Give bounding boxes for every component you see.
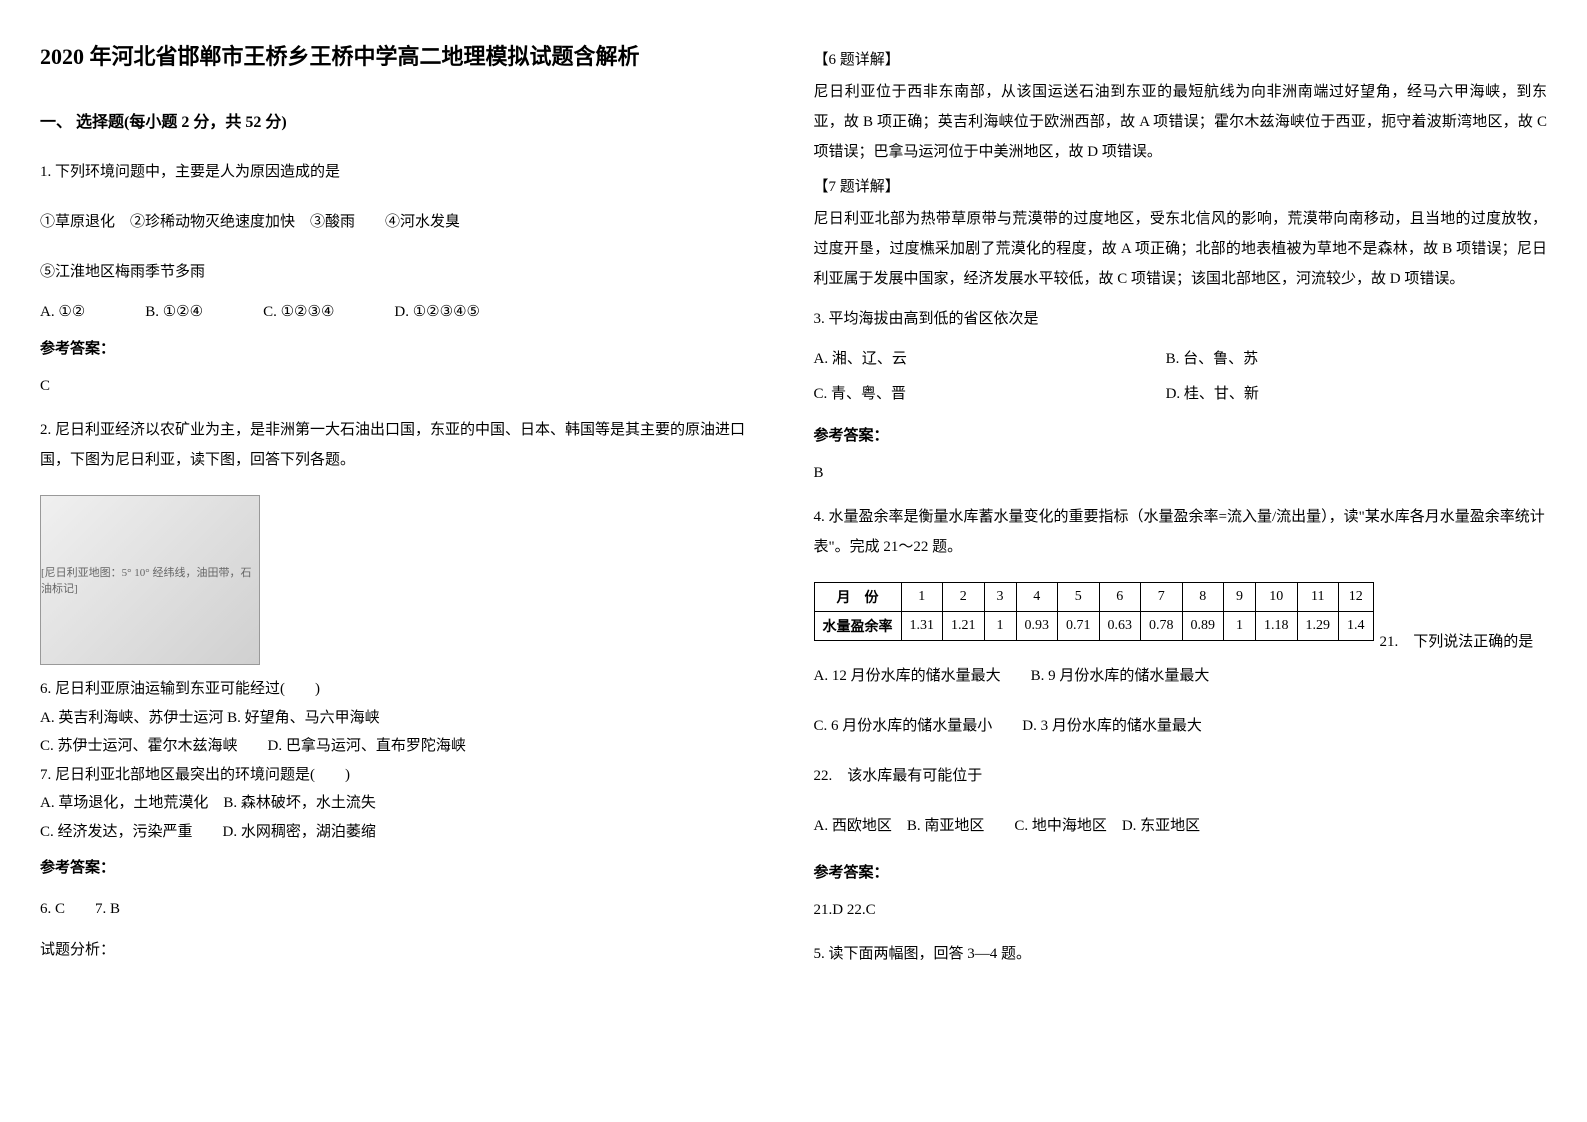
q4-sub22: 22. 该水库最有可能位于 [814,761,1548,791]
val-7: 0.78 [1141,612,1183,641]
q2-answer-label: 参考答案： [40,856,774,877]
month-header: 月 份 [814,583,901,612]
surplus-label: 水量盈余率 [814,612,901,641]
water-surplus-table: 月 份 1 2 3 4 5 6 7 8 9 10 11 12 水量盈余率 1.3… [814,582,1374,641]
q4-sub22-opts: A. 西欧地区 B. 南亚地区 C. 地中海地区 D. 东亚地区 [814,811,1548,841]
month-4: 4 [1016,583,1058,612]
q3-option-c: C. 青、粤、晋 [814,379,1166,409]
month-1: 1 [901,583,943,612]
q4-sub21-ab: A. 12 月份水库的储水量最大 B. 9 月份水库的储水量最大 [814,661,1548,691]
val-11: 1.29 [1297,612,1339,641]
month-5: 5 [1058,583,1100,612]
question-5-stem: 5. 读下面两幅图，回答 3—4 题。 [814,939,1548,969]
section-1-header: 一、 选择题(每小题 2 分，共 52 分) [40,108,774,132]
q4-note21: 21. 下列说法正确的是 [1380,630,1534,651]
q3-answer: B [814,465,1548,482]
exp7-text: 尼日利亚北部为热带草原带与荒漠带的过度地区，受东北信风的影响，荒漠带向南移动，且… [814,204,1548,294]
month-6: 6 [1099,583,1141,612]
q2-analysis-label: 试题分析： [40,938,774,959]
question-1-stem: 1. 下列环境问题中，主要是人为原因造成的是 [40,157,774,187]
q3-answer-label: 参考答案： [814,424,1548,445]
question-2-sub6: 6. 尼日利亚原油运输到东亚可能经过( ) [40,675,774,704]
q4-sub21-cd: C. 6 月份水库的储水量最小 D. 3 月份水库的储水量最大 [814,711,1548,741]
q4-answers: 21.D 22.C [814,902,1548,919]
q1-option-c: C. ①②③④ [263,297,334,327]
question-2-sub6-ab: A. 英吉利海峡、苏伊士运河 B. 好望角、马六甲海峡 [40,704,774,733]
question-1-items2: ⑤江淮地区梅雨季节多雨 [40,257,774,287]
question-2-sub6-cd: C. 苏伊士运河、霍尔木兹海峡 D. 巴拿马运河、直布罗陀海峡 [40,732,774,761]
question-1-items: ①草原退化 ②珍稀动物灭绝速度加快 ③酸雨 ④河水发臭 [40,207,774,237]
exp6-text: 尼日利亚位于西非东南部，从该国运送石油到东亚的最短航线为向非洲南端过好望角，经马… [814,77,1548,167]
val-2: 1.21 [943,612,985,641]
map-placeholder-text: [尼日利亚地图：5° 10° 经纬线，油田带，石油标记] [41,564,259,596]
month-11: 11 [1297,583,1339,612]
q1-option-b: B. ①②④ [145,297,203,327]
val-10: 1.18 [1256,612,1298,641]
month-8: 8 [1182,583,1224,612]
q1-answer: C [40,378,774,395]
left-column: 2020 年河北省邯郸市王桥乡王桥中学高二地理模拟试题含解析 一、 选择题(每小… [40,40,774,1082]
val-5: 0.71 [1058,612,1100,641]
exp6-label: 【6 题详解】 [814,48,1548,69]
document-title: 2020 年河北省邯郸市王桥乡王桥中学高二地理模拟试题含解析 [40,40,774,73]
q3-option-a: A. 湘、辽、云 [814,344,1166,374]
q3-option-d: D. 桂、甘、新 [1166,379,1518,409]
question-3-stem: 3. 平均海拔由高到低的省区依次是 [814,304,1548,334]
exp7-label: 【7 题详解】 [814,175,1548,196]
q2-answers: 6. C 7. B [40,897,774,918]
right-column: 【6 题详解】 尼日利亚位于西非东南部，从该国运送石油到东亚的最短航线为向非洲南… [814,40,1548,1082]
val-6: 0.63 [1099,612,1141,641]
q1-option-d: D. ①②③④⑤ [394,297,480,327]
month-2: 2 [943,583,985,612]
month-12: 12 [1339,583,1374,612]
q3-option-b: B. 台、鲁、苏 [1166,344,1518,374]
question-3-options: A. 湘、辽、云 B. 台、鲁、苏 C. 青、粤、晋 D. 桂、甘、新 [814,344,1548,414]
question-4-stem: 4. 水量盈余率是衡量水库蓄水量变化的重要指标（水量盈余率=流入量/流出量），读… [814,502,1548,562]
val-12: 1.4 [1339,612,1374,641]
month-7: 7 [1141,583,1183,612]
nigeria-map-image: [尼日利亚地图：5° 10° 经纬线，油田带，石油标记] [40,495,260,665]
question-2-sub7-ab: A. 草场退化，土地荒漠化 B. 森林破坏，水土流失 [40,789,774,818]
question-2-sub7: 7. 尼日利亚北部地区最突出的环境问题是( ) [40,761,774,790]
table-data-row: 水量盈余率 1.31 1.21 1 0.93 0.71 0.63 0.78 0.… [814,612,1373,641]
q1-answer-label: 参考答案： [40,337,774,358]
q4-answer-label: 参考答案： [814,861,1548,882]
question-1-options: A. ①② B. ①②④ C. ①②③④ D. ①②③④⑤ [40,297,774,327]
question-2-sub7-cd: C. 经济发达，污染严重 D. 水网稠密，湖泊萎缩 [40,818,774,847]
table-header-row: 月 份 1 2 3 4 5 6 7 8 9 10 11 12 [814,583,1373,612]
month-3: 3 [984,583,1016,612]
val-4: 0.93 [1016,612,1058,641]
val-9: 1 [1224,612,1256,641]
val-1: 1.31 [901,612,943,641]
question-2-stem: 2. 尼日利亚经济以农矿业为主，是非洲第一大石油出口国，东亚的中国、日本、韩国等… [40,415,774,475]
month-10: 10 [1256,583,1298,612]
val-8: 0.89 [1182,612,1224,641]
month-9: 9 [1224,583,1256,612]
val-3: 1 [984,612,1016,641]
q1-option-a: A. ①② [40,297,85,327]
